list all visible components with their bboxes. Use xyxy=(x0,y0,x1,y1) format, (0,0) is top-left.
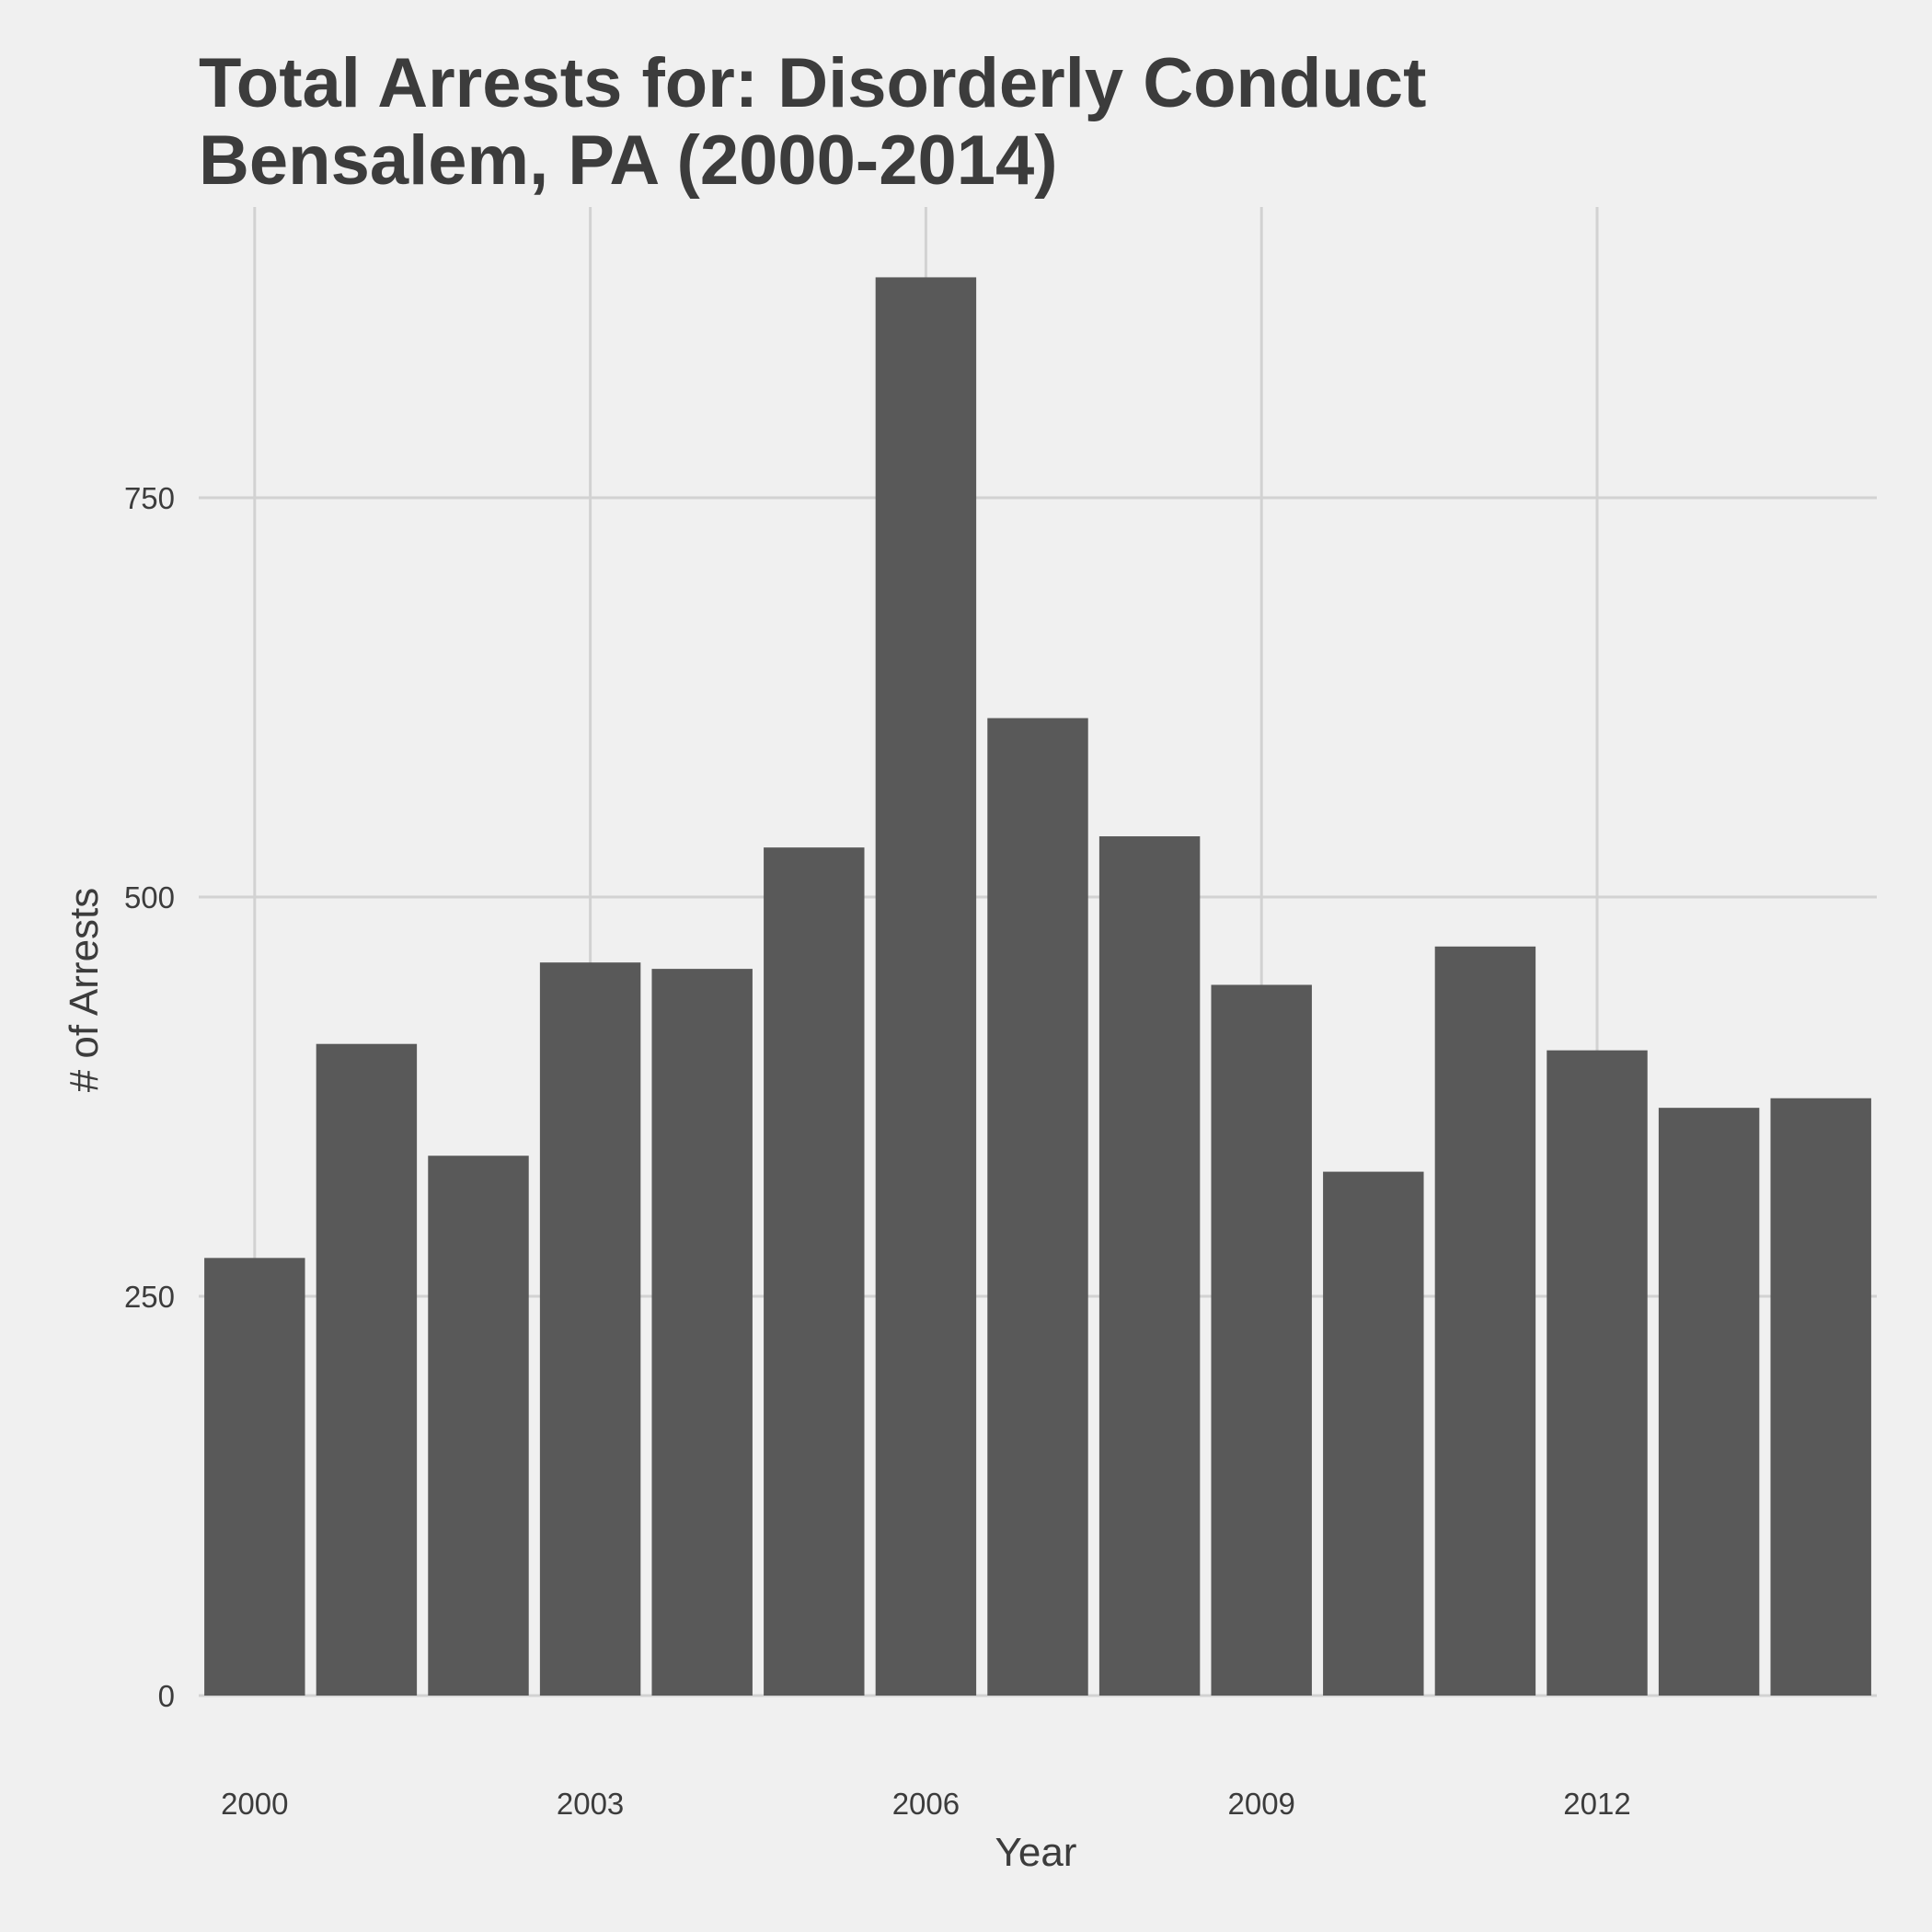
y-axis-title: # of Arrests xyxy=(62,888,107,1093)
x-axis-tick-labels: 2000 2003 2006 2009 2012 xyxy=(221,1787,1631,1821)
bar-2003 xyxy=(539,962,641,1696)
bar-2006 xyxy=(875,277,977,1696)
bar-2014 xyxy=(1770,1098,1871,1696)
bar-2012 xyxy=(1547,1050,1648,1696)
bar-2005 xyxy=(764,847,865,1696)
y-axis-tick-labels: 0 250 500 750 xyxy=(124,481,175,1713)
x-tick-label: 2000 xyxy=(221,1787,288,1821)
y-tick-label: 0 xyxy=(158,1679,175,1713)
x-tick-label: 2009 xyxy=(1227,1787,1294,1821)
x-tick-label: 2012 xyxy=(1563,1787,1630,1821)
y-tick-label: 500 xyxy=(124,880,175,914)
x-tick-label: 2003 xyxy=(557,1787,624,1821)
bar-2007 xyxy=(987,718,1088,1696)
bar-2011 xyxy=(1434,946,1536,1696)
bar-2010 xyxy=(1323,1171,1424,1696)
x-tick-label: 2006 xyxy=(892,1787,960,1821)
bar-2001 xyxy=(316,1043,418,1696)
bar-2000 xyxy=(204,1258,305,1696)
chart-title-line-1: Total Arrests for: Disorderly Conduct xyxy=(199,44,1426,122)
bar-2013 xyxy=(1658,1108,1760,1696)
bar-2004 xyxy=(651,969,753,1696)
y-tick-label: 750 xyxy=(124,481,175,515)
bars xyxy=(204,277,1871,1696)
x-axis-title: Year xyxy=(995,1830,1077,1875)
bar-2008 xyxy=(1098,836,1201,1696)
y-tick-label: 250 xyxy=(124,1280,175,1314)
bar-2009 xyxy=(1211,984,1312,1696)
chart-title-line-2: Bensalem, PA (2000-2014) xyxy=(199,121,1058,200)
bar-2002 xyxy=(428,1156,529,1696)
